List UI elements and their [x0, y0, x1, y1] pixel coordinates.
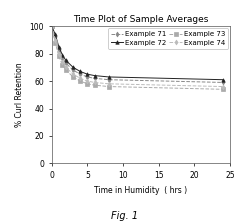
- Example 73: [107, 85, 110, 88]
- Example 74: [50, 25, 53, 27]
- Example 73: [64, 69, 68, 71]
- Line: Example 74: Example 74: [50, 25, 225, 88]
- X-axis label: Time in Humidity  ( hrs ): Time in Humidity ( hrs ): [94, 186, 188, 195]
- Example 74: [93, 81, 96, 84]
- Example 72: [86, 73, 89, 76]
- Line: Example 71: Example 71: [50, 25, 225, 84]
- Example 71: [57, 48, 60, 51]
- Example 71: [93, 77, 96, 80]
- Example 72: [72, 66, 74, 69]
- Example 72: [93, 74, 96, 77]
- Example 72: [61, 54, 64, 56]
- Y-axis label: % Curl Retention: % Curl Retention: [15, 62, 24, 127]
- Example 71: [86, 76, 89, 78]
- Example 73: [54, 41, 57, 44]
- Example 73: [50, 25, 53, 27]
- Example 73: [57, 55, 60, 58]
- Example 73: [222, 88, 224, 91]
- Example 71: [79, 73, 82, 76]
- Example 74: [107, 83, 110, 85]
- Text: Fig. 1: Fig. 1: [112, 211, 138, 221]
- Example 72: [54, 33, 57, 36]
- Example 74: [61, 60, 64, 63]
- Example 74: [222, 85, 224, 88]
- Example 73: [61, 63, 64, 66]
- Example 72: [107, 76, 110, 78]
- Legend: Example 71, Example 72, Example 73, Example 74: Example 71, Example 72, Example 73, Exam…: [108, 28, 228, 49]
- Example 73: [86, 83, 89, 85]
- Example 72: [222, 78, 224, 81]
- Example 71: [107, 78, 110, 81]
- Example 71: [54, 36, 57, 39]
- Example 71: [222, 81, 224, 84]
- Example 72: [57, 45, 60, 48]
- Example 74: [79, 77, 82, 80]
- Line: Example 73: Example 73: [50, 25, 225, 91]
- Example 72: [50, 25, 53, 27]
- Example 74: [57, 52, 60, 55]
- Example 71: [61, 56, 64, 59]
- Example 73: [79, 80, 82, 83]
- Example 71: [72, 69, 74, 71]
- Example 74: [54, 39, 57, 41]
- Example 73: [72, 76, 74, 78]
- Example 73: [93, 84, 96, 87]
- Example 72: [79, 70, 82, 73]
- Example 71: [64, 62, 68, 65]
- Line: Example 72: Example 72: [50, 25, 225, 81]
- Example 74: [72, 73, 74, 76]
- Example 72: [64, 59, 68, 62]
- Example 71: [50, 25, 53, 27]
- Title: Time Plot of Sample Averages: Time Plot of Sample Averages: [73, 15, 209, 24]
- Example 74: [64, 66, 68, 69]
- Example 74: [86, 80, 89, 83]
